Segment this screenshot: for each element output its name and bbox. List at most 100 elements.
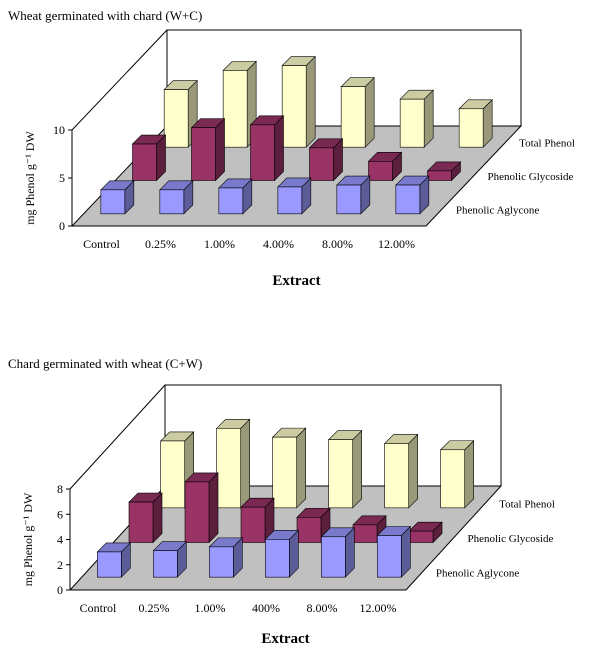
bar (308, 138, 344, 182)
bar-front (309, 147, 334, 181)
x-tick-label: 4.00% (263, 237, 294, 251)
bar-front (184, 481, 210, 543)
bar (458, 99, 493, 148)
bar-front (265, 538, 290, 578)
bar-side (240, 418, 250, 509)
x-tick-label: 400% (252, 601, 280, 615)
bar-front (368, 161, 393, 181)
bar (408, 521, 443, 544)
bar-front (209, 546, 234, 578)
x-tick-label: 0.25% (139, 601, 170, 615)
y-tick-label: 4 (57, 533, 63, 547)
x-tick-label: Control (83, 237, 120, 251)
bar (131, 134, 167, 182)
bar (399, 89, 434, 148)
x-tick-label: 1.00% (204, 237, 235, 251)
bar-front (240, 506, 266, 543)
bar-front (272, 436, 297, 509)
bar-front (427, 170, 452, 181)
row-label: Phenolic Aglycone (456, 204, 540, 216)
bar (152, 540, 188, 578)
bar-front (408, 530, 434, 543)
bar-front (100, 189, 126, 215)
bar (222, 60, 257, 148)
bar-front (377, 535, 402, 578)
bar-side (215, 117, 225, 182)
bar-front (222, 70, 248, 148)
bar (271, 427, 307, 509)
bar-front (352, 524, 378, 543)
bar-side (296, 427, 306, 509)
y-tick-label: 5 (59, 171, 65, 185)
bar-front (216, 427, 241, 509)
bar-side (464, 440, 474, 509)
back-wall (166, 29, 522, 126)
bar-side (305, 55, 316, 148)
bar-front (97, 551, 122, 578)
bar-side (208, 472, 219, 544)
y-tick-label: 8 (57, 482, 63, 496)
row-label: Phenolic Aglycone (436, 568, 520, 580)
bar-front (250, 124, 275, 181)
x-tick-label: 8.00% (322, 237, 353, 251)
y-tick-label: 10 (53, 123, 65, 137)
x-tick-label: 1.00% (195, 601, 226, 615)
bar-front (132, 143, 157, 181)
y-tick-label: 6 (57, 507, 63, 521)
bar (426, 161, 462, 182)
row-label: Total Phenol (519, 138, 575, 150)
bar (367, 151, 403, 182)
bar-front (218, 187, 244, 215)
chart: Wheat germinated with chard (W+C) 0 5 10 mg … (8, 8, 575, 289)
back-wall (164, 384, 502, 486)
bar-side (408, 433, 418, 509)
bar (215, 418, 251, 509)
bar-side (352, 429, 362, 509)
bar (376, 525, 412, 578)
row-label: Phenolic Glycoside (468, 533, 554, 545)
bar-front (440, 449, 465, 509)
bar (190, 117, 226, 182)
bar-side (364, 76, 375, 148)
y-tick-label: 2 (57, 558, 63, 572)
bar (240, 497, 275, 544)
bar-front (296, 516, 322, 543)
bar-front (321, 536, 346, 578)
chart: Chard germinated with wheat (C+W) 0 2 4 6 8 mg… (8, 356, 555, 647)
x-tick-label: 8.00% (307, 601, 338, 615)
bar (184, 472, 219, 544)
y-tick-label: 0 (57, 583, 63, 597)
bar (100, 180, 135, 215)
x-tick-label: 12.00% (378, 237, 415, 251)
bar (395, 175, 430, 215)
bar-front (160, 440, 185, 509)
bar-side (423, 89, 434, 148)
bar (281, 55, 316, 148)
x-tick-label: Control (80, 601, 117, 615)
bar (159, 180, 194, 215)
y-tick-label: 0 (59, 219, 65, 233)
bar (340, 76, 375, 148)
bar-front (340, 86, 366, 148)
bar (277, 177, 312, 215)
y-axis-label: mg Phenol g⁻¹ DW (21, 492, 35, 586)
bar (249, 115, 285, 182)
chart-title: Chard germinated with wheat (C+W) (8, 356, 202, 371)
bar-front (399, 98, 425, 148)
bar (208, 537, 244, 578)
bar (96, 542, 132, 578)
bar-side (274, 115, 284, 182)
bar-front (159, 189, 185, 215)
bar (218, 178, 253, 215)
bar (296, 507, 331, 544)
bar-front (281, 65, 307, 148)
bar (439, 440, 475, 509)
bar-front (384, 443, 409, 509)
bar (163, 79, 198, 148)
bar-front (191, 127, 216, 181)
y-axis-label: mg Phenol g⁻¹ DW (23, 131, 37, 225)
bar-front (128, 501, 154, 543)
bar-front (328, 439, 353, 509)
bar (327, 429, 363, 509)
